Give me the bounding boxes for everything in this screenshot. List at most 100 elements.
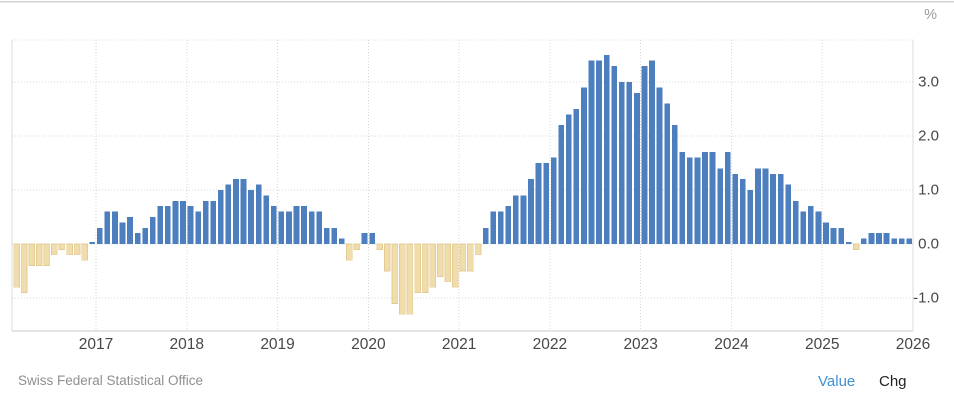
bar-2018-04[interactable] xyxy=(210,200,217,244)
bar-2016-04[interactable] xyxy=(28,243,35,267)
bar-2019-05[interactable] xyxy=(308,211,315,244)
bar-2023-11[interactable] xyxy=(717,168,723,244)
bar-2019-10[interactable] xyxy=(346,243,353,261)
bar-2022-11[interactable] xyxy=(626,82,633,244)
bar-2021-05[interactable] xyxy=(490,211,497,244)
bar-2017-07[interactable] xyxy=(142,227,149,244)
bar-2018-06[interactable] xyxy=(225,184,232,244)
bar-2016-07[interactable] xyxy=(51,243,58,256)
chg-link[interactable]: Chg xyxy=(879,373,907,390)
bar-2016-03[interactable] xyxy=(20,243,28,293)
bar-2025-08[interactable] xyxy=(876,233,882,244)
bar-2024-07[interactable] xyxy=(777,173,784,244)
bar-2021-08[interactable] xyxy=(513,195,519,244)
bar-2018-07[interactable] xyxy=(233,179,239,244)
bar-2020-07[interactable] xyxy=(414,243,421,293)
bar-2025-12[interactable] xyxy=(906,238,913,244)
bar-2016-09[interactable] xyxy=(66,243,73,256)
bar-2023-04[interactable] xyxy=(664,103,671,244)
bar-2019-01[interactable] xyxy=(278,211,285,244)
bar-2019-08[interactable] xyxy=(331,227,338,244)
bar-2017-01[interactable] xyxy=(96,227,103,244)
bar-2023-01[interactable] xyxy=(641,65,648,244)
bar-2025-03[interactable] xyxy=(838,227,844,244)
bar-2021-10[interactable] xyxy=(528,179,534,244)
bar-2017-04[interactable] xyxy=(119,222,126,244)
bar-2024-05[interactable] xyxy=(762,168,769,244)
bar-2018-08[interactable] xyxy=(240,179,247,244)
bar-2023-03[interactable] xyxy=(656,87,663,245)
bar-2025-02[interactable] xyxy=(830,227,837,244)
bar-2022-03[interactable] xyxy=(565,114,572,245)
bar-2016-11[interactable] xyxy=(81,243,88,261)
bar-chart-canvas[interactable]: 2017 2018 2019 2020 2021 2022 2023 2024 2025 2026… xyxy=(0,0,954,360)
bar-2020-01[interactable] xyxy=(369,233,375,244)
bar-2017-06[interactable] xyxy=(134,233,141,244)
bar-2019-06[interactable] xyxy=(316,211,323,244)
bar-2020-05[interactable] xyxy=(399,243,406,315)
bar-2024-11[interactable] xyxy=(808,206,814,244)
bar-2023-10[interactable] xyxy=(709,152,716,244)
bar-2023-07[interactable] xyxy=(687,157,693,244)
bar-2018-10[interactable] xyxy=(255,184,262,244)
bar-2024-09[interactable] xyxy=(792,200,799,244)
bar-2018-05[interactable] xyxy=(217,190,224,244)
bar-2021-01[interactable] xyxy=(459,243,467,272)
bar-2022-04[interactable] xyxy=(573,109,580,244)
bar-2025-01[interactable] xyxy=(823,222,829,244)
bar-2020-02[interactable] xyxy=(376,243,383,250)
bar-2025-06[interactable] xyxy=(861,238,867,244)
bar-2021-02[interactable] xyxy=(467,243,474,272)
bar-2021-07[interactable] xyxy=(505,206,512,244)
bar-2018-09[interactable] xyxy=(248,190,254,244)
bar-2021-03[interactable] xyxy=(474,243,482,256)
bar-2023-06[interactable] xyxy=(679,152,686,244)
bar-2025-05[interactable] xyxy=(853,243,860,250)
bar-2024-02[interactable] xyxy=(739,179,746,244)
bar-2024-06[interactable] xyxy=(770,173,776,244)
bar-2023-08[interactable] xyxy=(694,157,701,244)
bar-2025-09[interactable] xyxy=(883,233,890,244)
bar-2022-06[interactable] xyxy=(588,60,595,245)
bar-2021-04[interactable] xyxy=(482,227,489,244)
bar-2024-01[interactable] xyxy=(732,173,739,244)
bar-2024-03[interactable] xyxy=(747,190,754,244)
bar-2019-04[interactable] xyxy=(301,206,307,244)
bar-2022-09[interactable] xyxy=(611,65,618,244)
bar-2021-06[interactable] xyxy=(497,211,504,244)
bar-2018-02[interactable] xyxy=(195,211,201,244)
bar-2019-07[interactable] xyxy=(323,227,330,244)
bar-2019-09[interactable] xyxy=(339,238,345,244)
bar-2017-05[interactable] xyxy=(127,217,133,244)
bar-2022-12[interactable] xyxy=(634,92,640,244)
bar-2024-04[interactable] xyxy=(755,168,761,244)
bar-2020-10[interactable] xyxy=(436,243,444,277)
bar-2017-11[interactable] xyxy=(172,200,179,244)
bar-2023-09[interactable] xyxy=(702,152,708,244)
bar-2016-02[interactable] xyxy=(13,243,20,288)
bar-2024-10[interactable] xyxy=(800,211,807,244)
bar-2023-12[interactable] xyxy=(724,152,731,244)
bar-2021-09[interactable] xyxy=(520,195,527,244)
bar-2022-02[interactable] xyxy=(558,125,565,244)
bar-2020-12[interactable] xyxy=(452,243,459,288)
bar-2016-08[interactable] xyxy=(58,243,66,250)
bar-2020-04[interactable] xyxy=(391,243,399,304)
bar-2025-11[interactable] xyxy=(898,238,905,244)
bar-2022-08[interactable] xyxy=(603,55,610,244)
bar-2017-09[interactable] xyxy=(157,206,164,244)
bar-2022-05[interactable] xyxy=(581,87,587,245)
bar-2020-03[interactable] xyxy=(383,243,391,272)
bar-2016-10[interactable] xyxy=(73,243,81,256)
bar-2016-06[interactable] xyxy=(43,243,51,267)
bar-2022-10[interactable] xyxy=(618,82,625,244)
bar-2020-09[interactable] xyxy=(429,243,436,288)
bar-2016-12[interactable] xyxy=(89,241,96,244)
bar-2025-10[interactable] xyxy=(891,238,897,244)
bar-2018-01[interactable] xyxy=(187,206,194,244)
bar-2023-05[interactable] xyxy=(671,125,678,244)
bar-2019-02[interactable] xyxy=(286,211,292,244)
bar-2019-12[interactable] xyxy=(361,233,368,244)
bar-2019-11[interactable] xyxy=(353,243,361,250)
bar-2017-12[interactable] xyxy=(180,200,186,244)
